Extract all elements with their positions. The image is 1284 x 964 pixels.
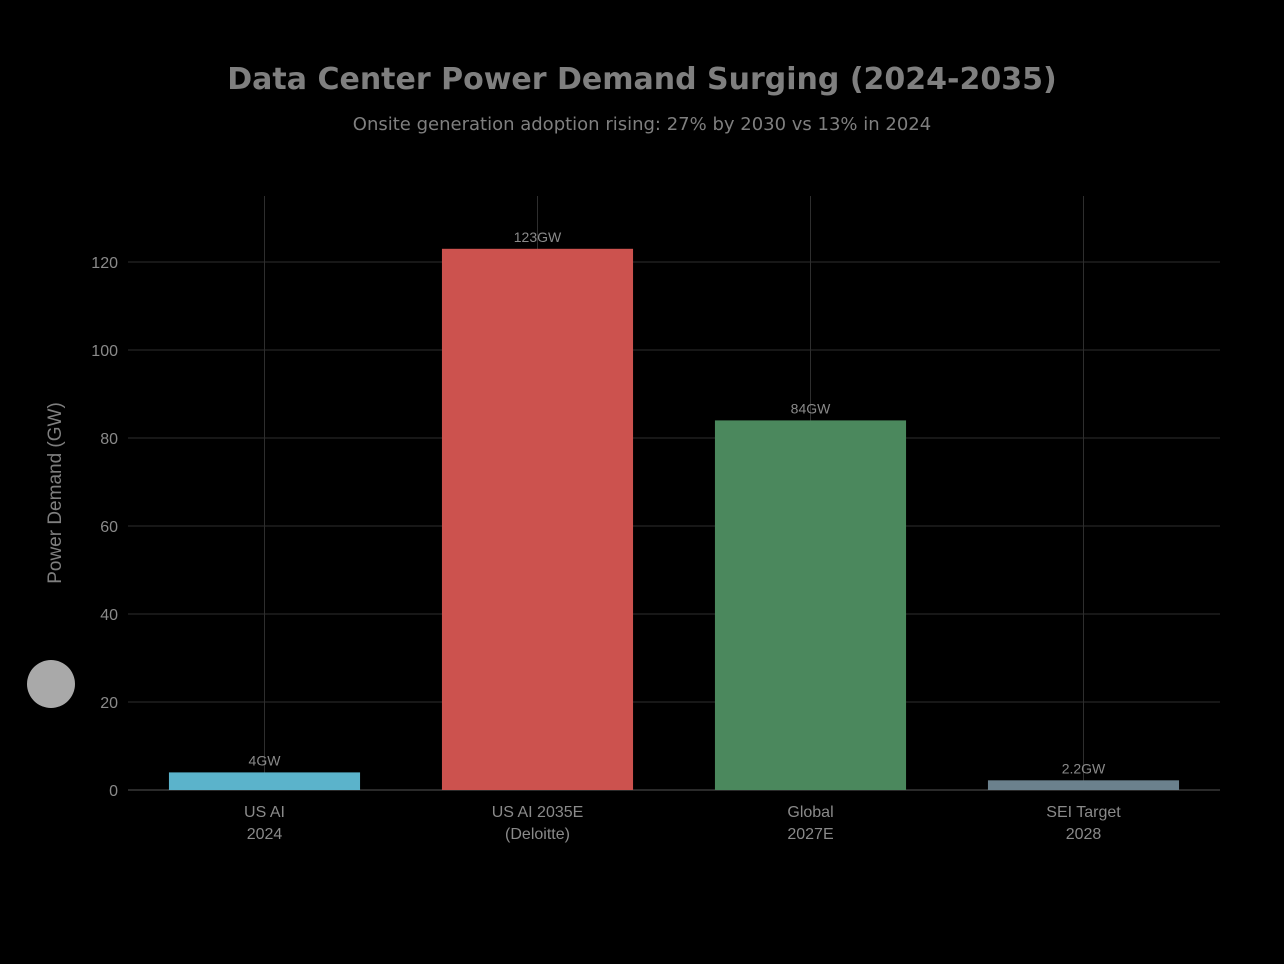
y-tick-label: 20 xyxy=(100,695,118,712)
y-tick-label: 40 xyxy=(100,607,118,624)
chart-subtitle: Onsite generation adoption rising: 27% b… xyxy=(352,114,932,135)
y-tick-label: 0 xyxy=(109,783,118,800)
bar[interactable] xyxy=(441,248,634,791)
y-tick-label: 120 xyxy=(91,255,118,272)
x-tick-label: 2027E xyxy=(787,826,833,843)
bar-data-label: 84GW xyxy=(791,400,831,416)
x-tick-label: US AI 2035E xyxy=(492,804,584,821)
y-tick-label: 80 xyxy=(100,431,118,448)
chart-title: Data Center Power Demand Surging (2024-2… xyxy=(227,62,1057,97)
y-axis-title: Power Demand (GW) xyxy=(45,402,66,584)
labels: 0 20 40 60 80 100 120 4GW US AI 2024 123GW US AI 20… xyxy=(91,229,1121,843)
bar-data-label: 123GW xyxy=(514,229,562,245)
bar[interactable] xyxy=(714,420,907,790)
bar-data-label: 2.2GW xyxy=(1062,760,1106,776)
x-tick-label: (Deloitte) xyxy=(505,826,570,843)
x-tick-label: US AI xyxy=(244,804,285,821)
bar-data-label: 4GW xyxy=(249,752,282,768)
gridlines xyxy=(128,196,1220,791)
bars xyxy=(168,248,1180,791)
x-tick-label: SEI Target xyxy=(1046,804,1121,821)
bar[interactable] xyxy=(168,772,361,790)
x-tick-label: Global xyxy=(787,804,833,821)
bar[interactable] xyxy=(987,780,1180,790)
y-tick-label: 100 xyxy=(91,343,118,360)
y-tick-label: 60 xyxy=(100,519,118,536)
x-tick-label: 2024 xyxy=(247,826,283,843)
floating-circle-button[interactable] xyxy=(27,660,75,708)
x-tick-label: 2028 xyxy=(1066,826,1102,843)
